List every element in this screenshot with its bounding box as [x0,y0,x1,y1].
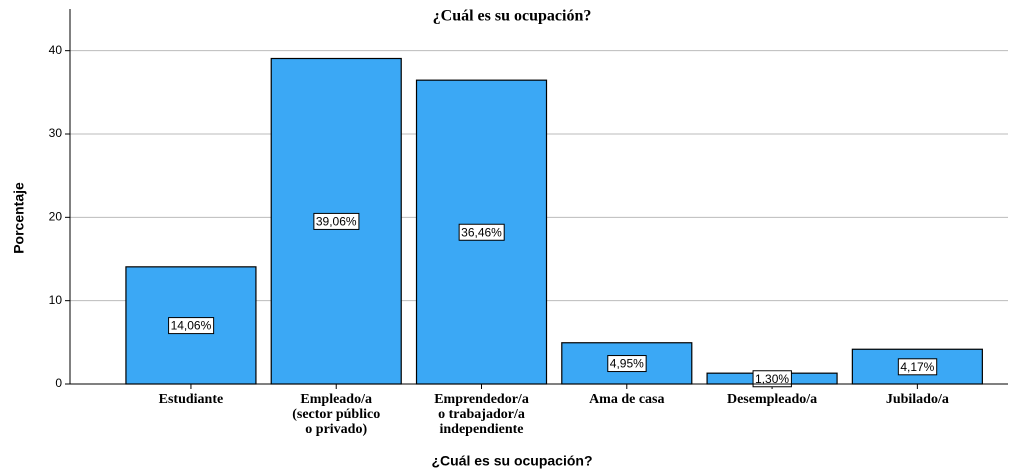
data-label-box [313,212,360,230]
data-label-box [607,355,647,373]
data-label: 14,06% [171,319,212,333]
data-label: 39,06% [316,214,357,228]
data-label-box [897,358,938,376]
x-tick-label: Desempleado/a [727,392,817,407]
x-tick-label: Estudiante [159,392,224,407]
data-label-box [752,370,792,388]
x-tick-label: Jubilado/a [886,392,949,407]
y-tick-label: 40 [49,43,63,57]
y-tick-label: 0 [55,376,62,390]
y-tick-label: 30 [49,126,63,140]
y-axis-title: Porcentaje [11,182,27,254]
data-label: 1,30% [755,372,789,386]
x-tick-label: Empleado/a (sector público o privado) [292,392,380,437]
y-tick-label: 20 [49,210,63,224]
x-axis-title: ¿Cuál es su ocupación? [431,453,592,469]
chart-title: ¿Cuál es su ocupación? [433,8,592,25]
y-tick-label: 10 [49,293,63,307]
data-label: 4,95% [610,357,644,371]
x-tick-label: Emprendedor/a o trabajador/a independiente [434,392,529,437]
data-label: 36,46% [461,225,502,239]
data-label: 4,17% [900,360,934,374]
x-tick-label: Ama de casa [589,392,664,407]
data-label-box [168,317,215,335]
data-label-box [458,223,505,241]
